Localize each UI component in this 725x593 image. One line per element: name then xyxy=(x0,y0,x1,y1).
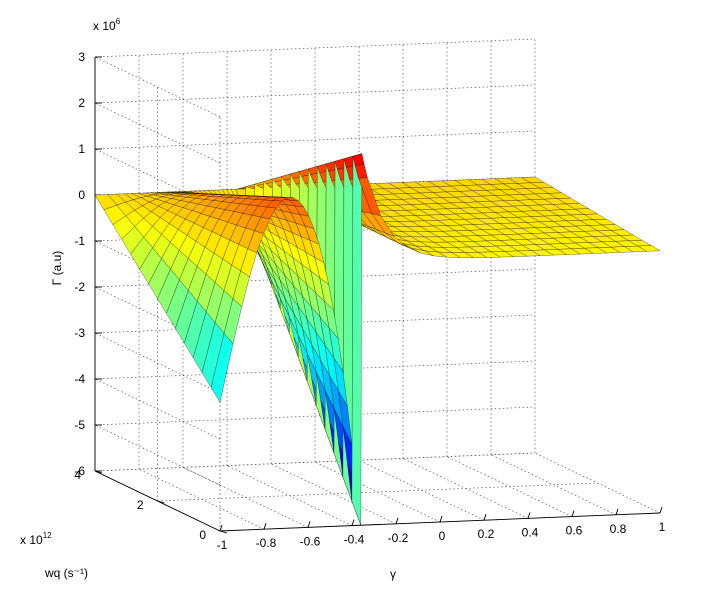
grid-line xyxy=(94,332,221,394)
grid-line xyxy=(94,452,536,472)
label-layer: x 106 x 1012 Γ (a.u) wq (s⁻¹) γ -1 -0.8 -0… xyxy=(20,17,666,581)
x-axis-label: γ xyxy=(390,567,396,581)
x-tick-mark xyxy=(527,512,531,519)
grid-line xyxy=(94,424,221,486)
x-tick-label: -1 xyxy=(217,538,228,552)
grid-line xyxy=(94,378,221,440)
x-tick-mark xyxy=(263,523,267,530)
y-tick-mark xyxy=(157,500,165,504)
x-tick-label: 0.4 xyxy=(522,525,539,539)
x-tick-mark xyxy=(307,521,311,528)
z-tick-label: 1 xyxy=(78,142,85,156)
z-tick-label: -2 xyxy=(74,280,85,294)
z-tick-label: -3 xyxy=(74,326,85,340)
x-tick-label: -0.8 xyxy=(256,536,277,550)
z-tick-label: -5 xyxy=(74,418,85,432)
z-tick-label: -6 xyxy=(74,464,85,478)
x-tick-mark xyxy=(615,508,619,515)
y-tick-label: 4 xyxy=(74,468,81,482)
z-tick-label: -4 xyxy=(74,372,85,386)
x-tick-mark xyxy=(659,506,663,514)
grid-line xyxy=(94,130,536,150)
grid-line xyxy=(94,84,536,104)
y-tick-label: 2 xyxy=(137,498,144,512)
surface-patch xyxy=(637,245,661,252)
grid-line xyxy=(94,56,221,118)
x-tick-label: 1 xyxy=(659,520,666,534)
z-tick-label: 3 xyxy=(78,50,85,64)
x-tick-mark xyxy=(483,514,487,521)
surface-patch xyxy=(351,153,363,526)
grid-line xyxy=(94,406,536,426)
grid-line xyxy=(94,38,536,58)
grid-line xyxy=(157,482,598,502)
x-tick-label: -0.4 xyxy=(344,533,365,547)
x-tick-mark xyxy=(571,510,575,517)
x-tick-label: 0 xyxy=(439,529,446,543)
grid-line xyxy=(94,148,221,210)
x-tick-mark xyxy=(395,517,399,524)
x-tick-label: 0.2 xyxy=(478,527,495,541)
x-tick-label: 0.8 xyxy=(610,522,627,536)
x-tick-mark xyxy=(351,519,355,526)
y-multiplier: x 1012 xyxy=(20,531,52,547)
z-tick-label: -1 xyxy=(74,234,85,248)
y-tick-mark xyxy=(219,530,228,534)
x-tick-label: 0.6 xyxy=(566,524,583,538)
z-axis-label: Γ (a.u) xyxy=(50,251,64,286)
z-tick-label: 2 xyxy=(78,96,85,110)
surface-layer xyxy=(94,153,661,526)
x-tick-label: -0.2 xyxy=(388,531,409,545)
grid-line xyxy=(94,286,221,348)
x-tick-mark xyxy=(219,524,223,532)
z-tick-label: 0 xyxy=(78,188,85,202)
y-axis-label: wq (s⁻¹) xyxy=(44,566,88,580)
surface-patch xyxy=(352,153,365,166)
y-tick-label: 0 xyxy=(199,528,206,542)
z-multiplier: x 106 xyxy=(93,17,121,33)
x-tick-mark xyxy=(439,515,443,523)
grid-line xyxy=(94,102,221,164)
x-tick-label: -0.6 xyxy=(300,534,321,548)
